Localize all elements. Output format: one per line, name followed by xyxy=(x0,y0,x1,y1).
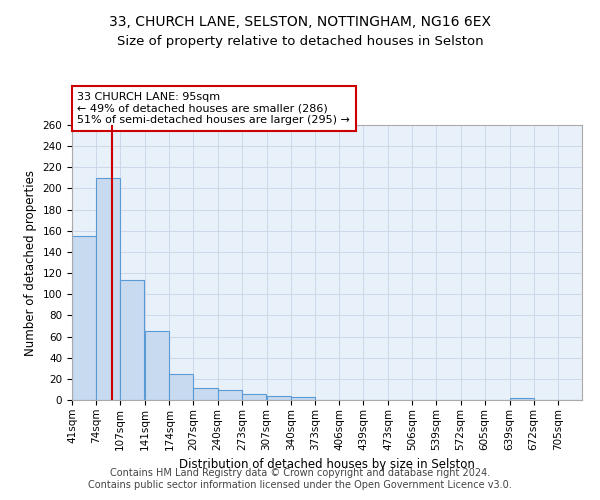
Bar xyxy=(96,178,120,400)
Bar xyxy=(509,398,534,400)
Bar xyxy=(72,236,96,400)
Text: 33, CHURCH LANE, SELSTON, NOTTINGHAM, NG16 6EX: 33, CHURCH LANE, SELSTON, NOTTINGHAM, NG… xyxy=(109,15,491,29)
Bar xyxy=(145,331,169,400)
Bar xyxy=(291,397,315,400)
Text: 33 CHURCH LANE: 95sqm
← 49% of detached houses are smaller (286)
51% of semi-det: 33 CHURCH LANE: 95sqm ← 49% of detached … xyxy=(77,92,350,125)
X-axis label: Distribution of detached houses by size in Selston: Distribution of detached houses by size … xyxy=(179,458,475,471)
Y-axis label: Number of detached properties: Number of detached properties xyxy=(24,170,37,356)
Bar xyxy=(266,396,291,400)
Text: Size of property relative to detached houses in Selston: Size of property relative to detached ho… xyxy=(116,35,484,48)
Bar xyxy=(169,374,193,400)
Bar xyxy=(218,390,242,400)
Text: Contains HM Land Registry data © Crown copyright and database right 2024.
Contai: Contains HM Land Registry data © Crown c… xyxy=(88,468,512,490)
Bar xyxy=(193,388,218,400)
Bar xyxy=(120,280,145,400)
Bar xyxy=(242,394,266,400)
